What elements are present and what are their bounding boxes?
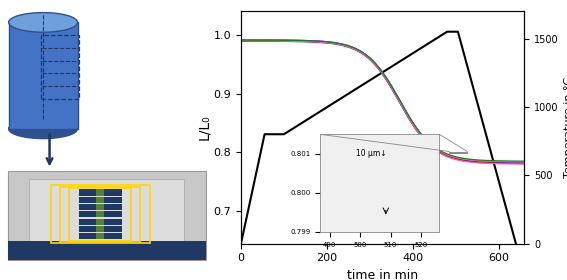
Ellipse shape [9, 119, 78, 139]
Bar [79, 190, 122, 196]
Bar [96, 233, 104, 239]
Bar [29, 179, 184, 249]
Bar [79, 197, 122, 203]
Bar [79, 211, 122, 218]
Bar [7, 241, 206, 260]
Bar [79, 204, 122, 210]
X-axis label: time in min: time in min [347, 269, 418, 280]
Bar [449, 151, 467, 153]
Bar [96, 226, 104, 232]
Bar [96, 211, 104, 218]
Ellipse shape [9, 13, 78, 32]
Bar [96, 219, 104, 225]
Y-axis label: Temperature in °C: Temperature in °C [564, 77, 567, 178]
Bar [79, 233, 122, 239]
Bar [60, 187, 140, 242]
Bar [96, 190, 104, 196]
Bar [69, 188, 132, 241]
Bar [96, 204, 104, 210]
Bar [79, 226, 122, 232]
Bar [96, 197, 104, 203]
Bar [79, 219, 122, 225]
Bar [9, 22, 78, 129]
Bar [50, 185, 150, 244]
Bar [41, 35, 79, 99]
Y-axis label: L/L₀: L/L₀ [197, 115, 211, 140]
Bar [7, 171, 206, 260]
